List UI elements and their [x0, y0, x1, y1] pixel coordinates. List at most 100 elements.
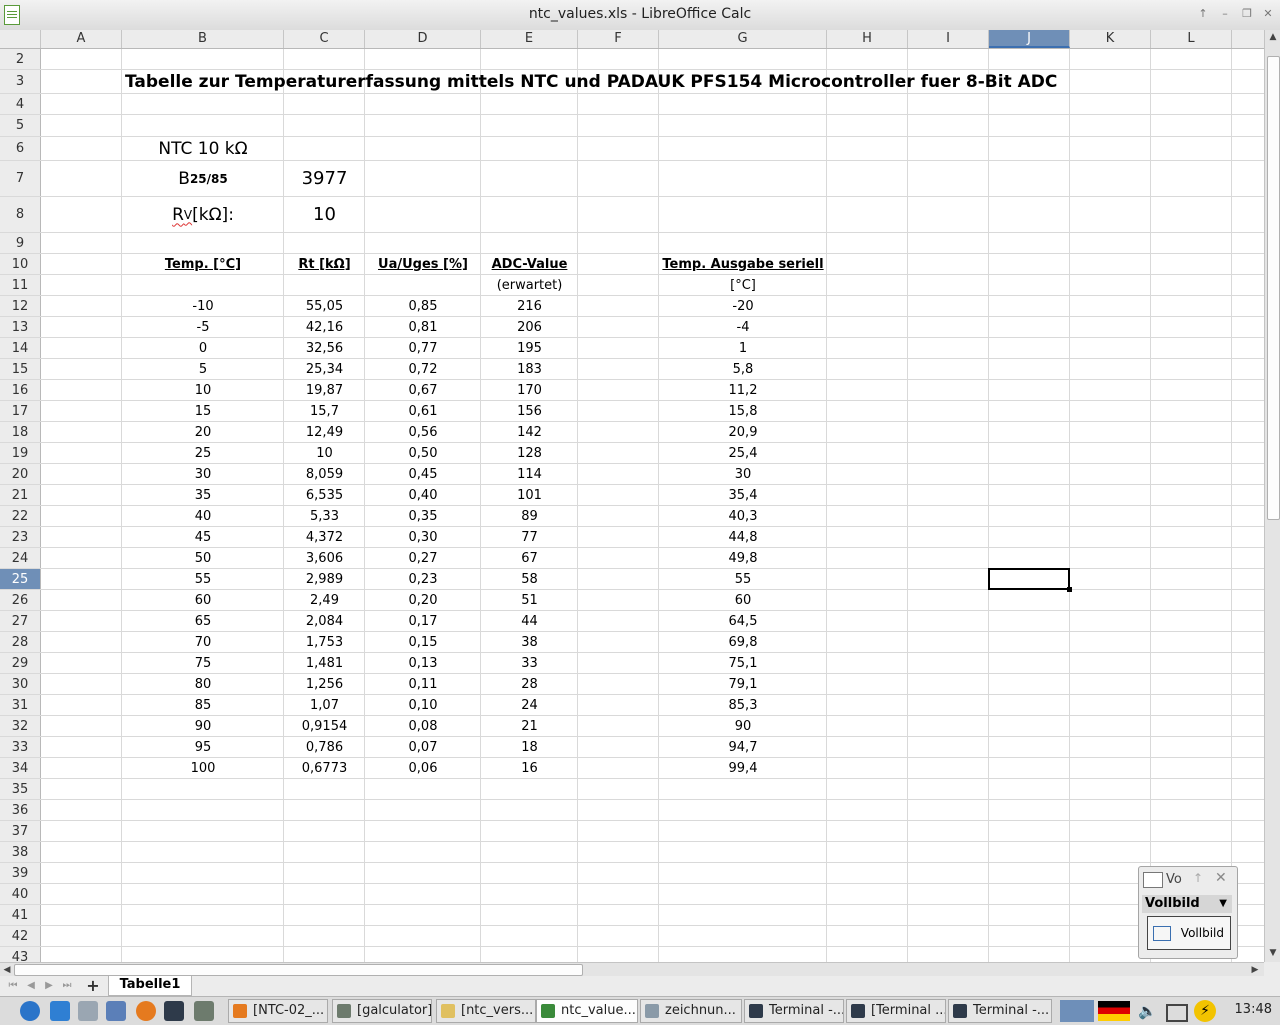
data-cell[interactable]: 19,87	[284, 380, 365, 400]
row-header[interactable]: 25	[0, 569, 41, 589]
row-header[interactable]: 4	[0, 94, 41, 114]
cell-header-adc-sub[interactable]: (erwartet)	[481, 275, 578, 295]
row-header[interactable]: 35	[0, 779, 41, 799]
row-header[interactable]: 5	[0, 115, 41, 136]
data-cell[interactable]: 33	[481, 653, 578, 673]
data-cell[interactable]: 206	[481, 317, 578, 337]
data-cell[interactable]: 0,35	[365, 506, 481, 526]
data-cell[interactable]: 142	[481, 422, 578, 442]
data-cell[interactable]: 1,481	[284, 653, 365, 673]
data-cell[interactable]: 1,256	[284, 674, 365, 694]
data-cell[interactable]: 60	[122, 590, 284, 610]
data-cell[interactable]: 0,11	[365, 674, 481, 694]
data-cell[interactable]: 70	[122, 632, 284, 652]
cell-header-ua[interactable]: Ua/Uges [%]	[365, 254, 481, 274]
data-cell[interactable]: 40,3	[659, 506, 827, 526]
data-cell[interactable]: -4	[659, 317, 827, 337]
sheet-tab[interactable]: Tabelle1	[108, 976, 192, 996]
column-header-l[interactable]: L	[1151, 30, 1232, 48]
column-header-a[interactable]: A	[41, 30, 122, 48]
data-cell[interactable]: 50	[122, 548, 284, 568]
data-cell[interactable]: 0,50	[365, 443, 481, 463]
data-cell[interactable]: 90	[122, 716, 284, 736]
row-header[interactable]: 6	[0, 137, 41, 160]
data-cell[interactable]: 55	[659, 569, 827, 589]
data-cell[interactable]: 35	[122, 485, 284, 505]
data-cell[interactable]: 77	[481, 527, 578, 547]
data-cell[interactable]: 0,10	[365, 695, 481, 715]
data-cell[interactable]: 64,5	[659, 611, 827, 631]
show-desktop-icon[interactable]	[50, 1001, 70, 1021]
window-switcher-icon[interactable]	[106, 1001, 126, 1021]
data-cell[interactable]: 2,084	[284, 611, 365, 631]
data-cell[interactable]: 4,372	[284, 527, 365, 547]
data-cell[interactable]: 28	[481, 674, 578, 694]
data-cell[interactable]: 1	[659, 338, 827, 358]
row-header[interactable]: 29	[0, 653, 41, 673]
data-cell[interactable]: 2,49	[284, 590, 365, 610]
column-header-i[interactable]: I	[908, 30, 989, 48]
data-cell[interactable]: 21	[481, 716, 578, 736]
data-cell[interactable]: 89	[481, 506, 578, 526]
data-cell[interactable]: 3,606	[284, 548, 365, 568]
data-cell[interactable]: 1,753	[284, 632, 365, 652]
data-cell[interactable]: 20	[122, 422, 284, 442]
scroll-down-icon[interactable]: ▼	[1269, 948, 1277, 958]
scroll-right-icon[interactable]: ▶	[1251, 965, 1259, 975]
data-cell[interactable]: -10	[122, 296, 284, 316]
data-cell[interactable]: 15,7	[284, 401, 365, 421]
column-header-k[interactable]: K	[1070, 30, 1151, 48]
row-header[interactable]: 28	[0, 632, 41, 652]
data-cell[interactable]: 25,34	[284, 359, 365, 379]
row-header[interactable]: 7	[0, 161, 41, 196]
row-header[interactable]: 17	[0, 401, 41, 421]
data-cell[interactable]: 10	[284, 443, 365, 463]
data-cell[interactable]: 0,27	[365, 548, 481, 568]
data-cell[interactable]: 45	[122, 527, 284, 547]
data-cell[interactable]: 18	[481, 737, 578, 757]
data-cell[interactable]: 51	[481, 590, 578, 610]
data-cell[interactable]: 16	[481, 758, 578, 778]
prev-sheet-icon[interactable]: ◀	[27, 980, 35, 991]
volume-icon[interactable]: 🔈	[1138, 1002, 1157, 1020]
last-sheet-icon[interactable]: ⏭	[62, 980, 72, 991]
data-cell[interactable]: 75,1	[659, 653, 827, 673]
row-header[interactable]: 16	[0, 380, 41, 400]
cell-header-adc[interactable]: ADC-Value	[481, 254, 578, 274]
column-header-b[interactable]: B	[122, 30, 284, 48]
data-cell[interactable]: 0,786	[284, 737, 365, 757]
data-cell[interactable]: 0,23	[365, 569, 481, 589]
maximize-button[interactable]: ❐	[1242, 7, 1252, 20]
first-sheet-icon[interactable]: ⏮	[8, 980, 18, 991]
row-header[interactable]: 2	[0, 49, 41, 69]
file-manager-icon[interactable]	[78, 1001, 98, 1021]
data-cell[interactable]: 8,059	[284, 464, 365, 484]
data-cell[interactable]: 0,06	[365, 758, 481, 778]
taskbar-task[interactable]: Terminal -...	[744, 999, 844, 1023]
row-header[interactable]: 33	[0, 737, 41, 757]
taskbar-task[interactable]: [ntc_vers...	[436, 999, 536, 1023]
terminal-launcher-icon[interactable]	[164, 1001, 184, 1021]
taskbar-task[interactable]: Terminal -...	[948, 999, 1052, 1023]
data-cell[interactable]: 0,85	[365, 296, 481, 316]
data-cell[interactable]: 30	[659, 464, 827, 484]
data-cell[interactable]: 170	[481, 380, 578, 400]
cell-header-out[interactable]: Temp. Ausgabe seriell	[659, 254, 827, 274]
data-cell[interactable]: 60	[659, 590, 827, 610]
row-header[interactable]: 13	[0, 317, 41, 337]
taskbar-task[interactable]: [galculator]	[332, 999, 432, 1023]
data-cell[interactable]: 0,07	[365, 737, 481, 757]
row-header[interactable]: 14	[0, 338, 41, 358]
data-cell[interactable]: 95	[122, 737, 284, 757]
cell-ntc-label[interactable]: NTC 10 kΩ	[122, 137, 284, 160]
data-cell[interactable]: 0,08	[365, 716, 481, 736]
row-header[interactable]: 23	[0, 527, 41, 547]
data-cell[interactable]: 42,16	[284, 317, 365, 337]
data-cell[interactable]: 5	[122, 359, 284, 379]
cell-b-label[interactable]: B 25/85	[122, 161, 284, 196]
data-cell[interactable]: 128	[481, 443, 578, 463]
row-header[interactable]: 8	[0, 197, 41, 232]
data-cell[interactable]: 0,15	[365, 632, 481, 652]
data-cell[interactable]: 0,72	[365, 359, 481, 379]
data-cell[interactable]: 85	[122, 695, 284, 715]
